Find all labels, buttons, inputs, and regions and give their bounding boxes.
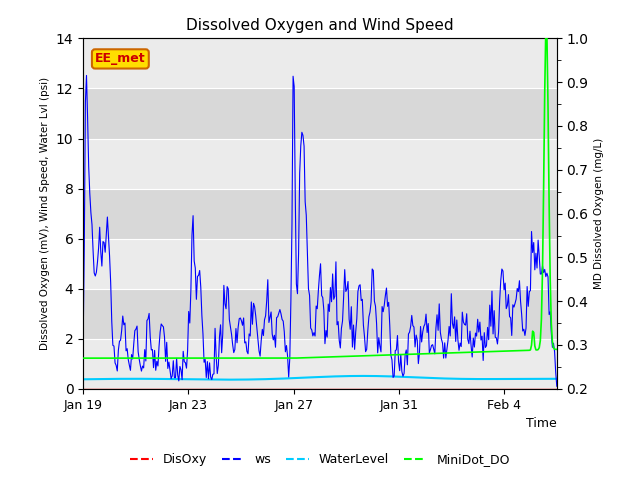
Bar — [83, 88, 557, 139]
Bar — [83, 339, 557, 389]
Legend: DisOxy, ws, WaterLevel, MiniDot_DO: DisOxy, ws, WaterLevel, MiniDot_DO — [125, 448, 515, 471]
Bar — [83, 139, 557, 189]
Bar — [83, 288, 557, 339]
Y-axis label: Dissolved Oxygen (mV), Wind Speed, Water Lvl (psi): Dissolved Oxygen (mV), Wind Speed, Water… — [40, 77, 51, 350]
Title: Dissolved Oxygen and Wind Speed: Dissolved Oxygen and Wind Speed — [186, 18, 454, 33]
Bar — [83, 38, 557, 88]
Bar — [83, 239, 557, 288]
X-axis label: Time: Time — [526, 417, 557, 430]
Text: EE_met: EE_met — [95, 52, 146, 65]
Bar — [83, 189, 557, 239]
Y-axis label: MD Dissolved Oxygen (mg/L): MD Dissolved Oxygen (mg/L) — [594, 138, 604, 289]
